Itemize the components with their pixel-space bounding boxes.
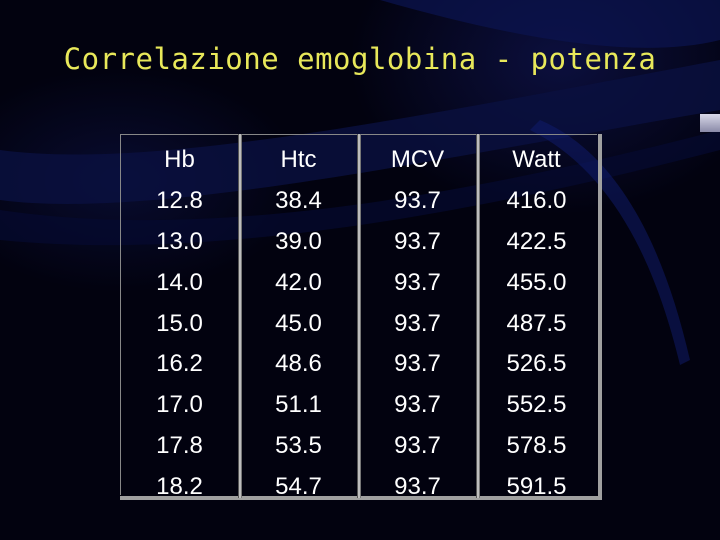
header-mcv: MCV (390, 146, 445, 174)
table-row: 15.0 45.0 93.7 487.5 (120, 303, 596, 344)
cell-hb: 15.0 (156, 309, 203, 337)
data-table-frame: Hb Htc MCV Watt 12.8 38.4 93.7 416.0 13.… (120, 134, 602, 500)
cell-mcv: 93.7 (394, 268, 441, 296)
header-htc: Htc (280, 146, 317, 174)
cell-hb: 16.2 (156, 350, 203, 378)
cell-mcv: 93.7 (394, 431, 441, 459)
column-divider (238, 134, 242, 498)
cell-htc: 42.0 (275, 268, 322, 296)
header-hb: Hb (164, 146, 195, 174)
slide-title: Correlazione emoglobina - potenza (63, 42, 657, 76)
cell-htc: 54.7 (275, 472, 322, 500)
cell-mcv: 93.7 (394, 472, 441, 500)
header-watt: Watt (512, 146, 561, 174)
table-row: 17.8 53.5 93.7 578.5 (120, 426, 596, 467)
cell-htc: 48.6 (275, 350, 322, 378)
cell-hb: 17.8 (156, 431, 203, 459)
cell-hb: 14.0 (156, 268, 203, 296)
cell-htc: 45.0 (275, 309, 322, 337)
table-row: 17.0 51.1 93.7 552.5 (120, 385, 596, 426)
cell-hb: 18.2 (156, 472, 203, 500)
cell-mcv: 93.7 (394, 350, 441, 378)
table-row: 16.2 48.6 93.7 526.5 (120, 344, 596, 385)
cell-watt: 552.5 (506, 391, 567, 419)
table-row: 12.8 38.4 93.7 416.0 (120, 181, 596, 222)
column-divider (476, 134, 480, 498)
cell-htc: 39.0 (275, 227, 322, 255)
cell-watt: 487.5 (506, 309, 567, 337)
cell-htc: 38.4 (275, 187, 322, 215)
corner-tab-decoration (700, 114, 720, 132)
data-table: Hb Htc MCV Watt 12.8 38.4 93.7 416.0 13.… (120, 140, 596, 507)
cell-htc: 53.5 (275, 431, 322, 459)
cell-watt: 526.5 (506, 350, 567, 378)
cell-watt: 416.0 (506, 187, 567, 215)
cell-hb: 13.0 (156, 227, 203, 255)
cell-htc: 51.1 (275, 391, 322, 419)
table-row: 13.0 39.0 93.7 422.5 (120, 222, 596, 263)
cell-mcv: 93.7 (394, 309, 441, 337)
table-row: 14.0 42.0 93.7 455.0 (120, 262, 596, 303)
cell-watt: 578.5 (506, 431, 567, 459)
table-header-row: Hb Htc MCV Watt (120, 140, 596, 181)
cell-watt: 455.0 (506, 268, 567, 296)
table-row: 18.2 54.7 93.7 591.5 (120, 466, 596, 507)
cell-hb: 12.8 (156, 187, 203, 215)
cell-watt: 591.5 (506, 472, 567, 500)
cell-mcv: 93.7 (394, 187, 441, 215)
cell-hb: 17.0 (156, 391, 203, 419)
cell-watt: 422.5 (506, 227, 567, 255)
cell-mcv: 93.7 (394, 391, 441, 419)
cell-mcv: 93.7 (394, 227, 441, 255)
column-divider (357, 134, 361, 498)
